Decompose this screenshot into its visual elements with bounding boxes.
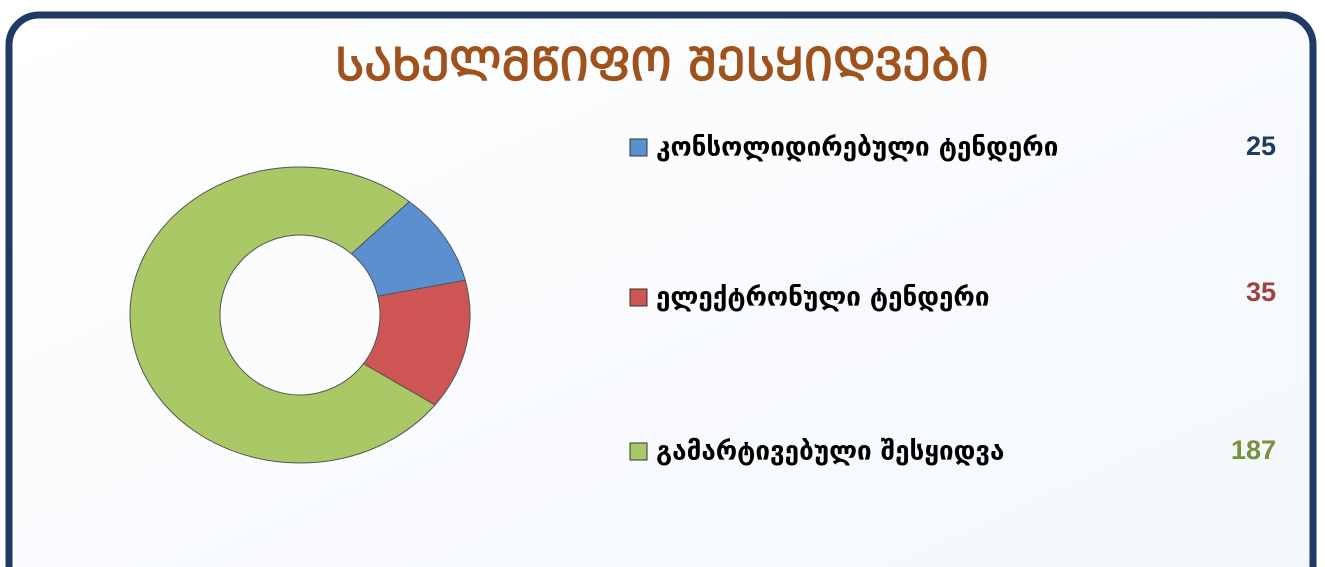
legend-label: ელექტრონული ტენდერი xyxy=(656,283,989,313)
value-label: 187 xyxy=(1231,435,1276,465)
legend-label: გამარტივებული შესყიდვა xyxy=(656,437,1004,467)
donut-slice xyxy=(129,166,436,464)
legend-swatch xyxy=(629,288,648,307)
value-label: 35 xyxy=(1246,277,1276,307)
value-label: 25 xyxy=(1246,131,1276,161)
chart-title: ᲡᲐᲮᲔᲚᲛᲬᲘᲤᲝ ᲨᲔᲡᲧᲘᲓᲕᲔᲑᲘ xyxy=(335,37,989,91)
legend-swatch xyxy=(629,442,648,461)
legend-label: კონსოლიდირებული ტენდერი xyxy=(656,133,1058,163)
legend-swatch xyxy=(629,138,648,157)
